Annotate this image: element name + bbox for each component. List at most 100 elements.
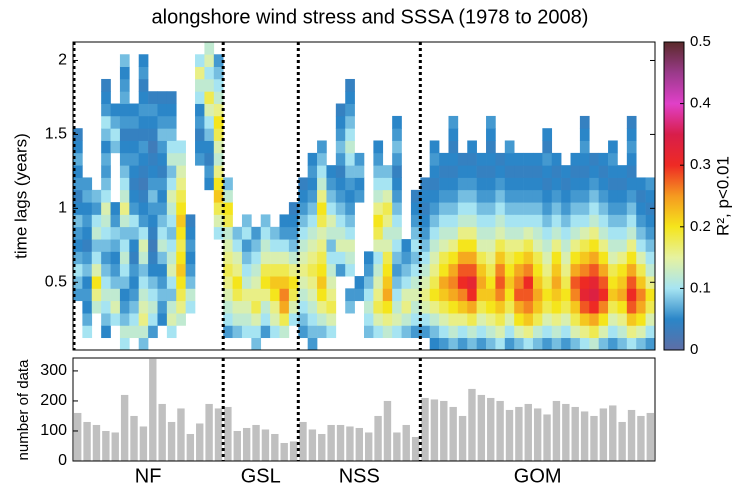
heatmap-cell xyxy=(439,177,449,191)
heatmap-cell xyxy=(101,263,111,277)
bar xyxy=(562,403,570,461)
heatmap-cell xyxy=(579,239,590,252)
heatmap-cell xyxy=(82,313,93,326)
heatmap-cell xyxy=(251,251,262,265)
heatmap-cell xyxy=(486,313,496,326)
heatmap-cell xyxy=(129,128,140,141)
plot-frame xyxy=(72,357,656,462)
heatmap-cell xyxy=(626,276,637,289)
heatmap-cell xyxy=(457,300,468,314)
heatmap-cell xyxy=(448,115,459,129)
heatmap-cell xyxy=(91,251,102,265)
heatmap-cell xyxy=(138,239,149,252)
heatmap-cell xyxy=(523,202,534,215)
heatmap-cell xyxy=(195,115,205,129)
heatmap-cell xyxy=(457,177,468,191)
heatmap-cell xyxy=(392,313,402,326)
heatmap-cell xyxy=(110,128,121,141)
heatmap-cell xyxy=(326,189,337,203)
heatmap-cell xyxy=(467,189,477,203)
heatmap-cell xyxy=(410,325,421,339)
heatmap-cell xyxy=(166,325,177,339)
heatmap-cell xyxy=(279,325,290,339)
heatmap-cell xyxy=(241,251,252,265)
colorbar-tick-label: 0.2 xyxy=(690,218,711,235)
heatmap-cell xyxy=(307,251,318,265)
y-tick-label: 200 xyxy=(40,392,67,409)
heatmap-cell xyxy=(317,288,327,302)
heatmap-cell xyxy=(636,313,646,326)
heatmap-cell xyxy=(204,103,215,117)
heatmap-cell xyxy=(335,152,346,166)
heatmap-cell xyxy=(223,276,233,289)
heatmap-cell xyxy=(335,202,346,215)
heatmap-cell xyxy=(439,226,449,240)
heatmap-cell xyxy=(551,152,562,166)
heatmap-cell xyxy=(467,202,477,215)
heatmap-cell xyxy=(307,288,318,302)
heatmap-cell xyxy=(260,239,271,252)
heatmap-cell xyxy=(420,177,431,191)
heatmap-cell xyxy=(185,276,196,289)
heatmap-cell xyxy=(364,276,374,289)
heatmap-cell xyxy=(241,239,252,252)
heatmap-cell xyxy=(401,313,412,326)
heatmap-cell xyxy=(195,78,205,92)
heatmap-cell xyxy=(82,214,93,228)
heatmap-cell xyxy=(119,251,130,265)
y-tick-label: 300 xyxy=(40,362,67,379)
heatmap-cell xyxy=(298,313,308,326)
bar xyxy=(224,406,232,461)
heatmap-cell xyxy=(326,165,337,178)
bar xyxy=(214,408,223,461)
bar xyxy=(336,424,345,461)
heatmap-cell xyxy=(345,140,355,154)
heatmap-cell xyxy=(166,177,177,191)
heatmap-cell xyxy=(608,189,618,203)
heatmap-cell xyxy=(241,313,252,326)
heatmap-cell xyxy=(532,165,543,178)
heatmap-cell xyxy=(335,189,346,203)
heatmap-cell xyxy=(589,189,599,203)
heatmap-cell xyxy=(138,103,149,117)
heatmap-cell xyxy=(420,251,431,265)
heatmap-cell xyxy=(467,226,477,240)
heatmap-cell xyxy=(598,263,609,277)
heatmap-cell xyxy=(401,325,412,339)
heatmap-cell xyxy=(420,214,431,228)
heatmap-cell xyxy=(514,202,524,215)
heatmap-cell xyxy=(345,91,355,104)
heatmap-cell xyxy=(354,189,365,203)
heatmap-cell xyxy=(82,263,93,277)
heatmap-cell xyxy=(326,300,337,314)
heatmap-cell xyxy=(382,300,393,314)
heatmap-cell xyxy=(335,165,346,178)
heatmap-cell xyxy=(457,263,468,277)
heatmap-cell xyxy=(542,325,553,339)
heatmap-cell xyxy=(148,251,158,265)
heatmap-cell xyxy=(589,325,599,339)
heatmap-cell xyxy=(129,251,140,265)
heatmap-cell xyxy=(439,239,449,252)
heatmap-cell xyxy=(138,54,149,67)
heatmap-cell xyxy=(476,165,487,178)
heatmap-cell xyxy=(439,276,449,289)
heatmap-cell xyxy=(364,313,374,326)
heatmap-cell xyxy=(448,239,459,252)
heatmap-cell xyxy=(457,337,468,351)
heatmap-cell xyxy=(476,239,487,252)
heatmap-cell xyxy=(298,263,308,277)
heatmap-cell xyxy=(176,165,186,178)
heatmap-cell xyxy=(91,276,102,289)
heatmap-cell xyxy=(382,214,393,228)
heatmap-cell xyxy=(251,263,262,277)
heatmap-cell xyxy=(298,325,308,339)
heatmap-cell xyxy=(354,177,365,191)
heatmap-cell xyxy=(119,177,130,191)
heatmap-cell xyxy=(279,313,290,326)
heatmap-cell xyxy=(589,165,599,178)
heatmap-cell xyxy=(504,214,515,228)
heatmap-cell xyxy=(251,288,262,302)
bar xyxy=(149,358,157,461)
heatmap-cell xyxy=(317,152,327,166)
